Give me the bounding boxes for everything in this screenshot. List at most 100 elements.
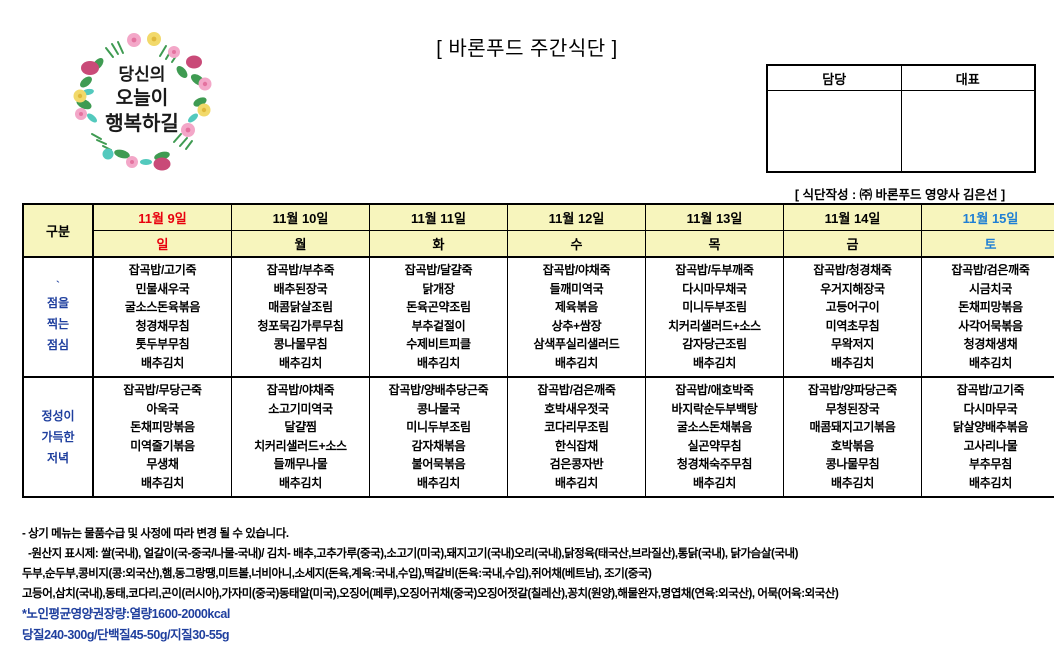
menu-item: 부추겉절이 xyxy=(411,318,466,333)
dinner-label-line-3: 저녁 xyxy=(46,450,70,465)
menu-item: 들깨미역국 xyxy=(549,281,604,296)
menu-item: 배추김치 xyxy=(417,355,460,370)
menu-item: 미역초무침 xyxy=(825,318,880,333)
column-header-dow-6: 금 xyxy=(783,230,922,258)
menu-item: 잡곡밥/부추죽 xyxy=(266,263,335,277)
menu-item: 굴소스돈채볶음 xyxy=(676,420,753,434)
menu-item: 잡곡밥/야채죽 xyxy=(266,383,335,397)
menu-item: 코다리무조림 xyxy=(544,420,609,434)
menu-item: 무생채 xyxy=(146,457,179,471)
menu-item: 민물새우국 xyxy=(135,281,190,296)
note-origin-1: -원산지 표시제: 쌀(국내), 얼갈이(국-중국/나물-국내)/ 김치- 배추… xyxy=(28,548,798,560)
menu-item: 고사리나물 xyxy=(963,438,1018,453)
menu-item: 고등어구이 xyxy=(825,300,880,314)
menu-item: 우거지해장국 xyxy=(820,281,885,296)
menu-item: 잡곡밥/애호박죽 xyxy=(675,383,754,397)
approval-header-representative: 대표 xyxy=(900,65,1035,91)
logo-line-1: 당신의 xyxy=(119,65,166,85)
logo-line-2: 오늘이 xyxy=(116,87,168,109)
lunch-cell-day-3: 잡곡밥/달걀죽 닭개장 돈육곤약조림 부추겉절이 수제비트피클 배추김치 xyxy=(369,256,508,378)
dinner-cell-day-1: 잡곡밥/무당근죽 아욱국 돈채피망볶음 미역줄기볶음 무생채 배추김치 xyxy=(92,376,232,498)
menu-item: 배추김치 xyxy=(141,355,184,370)
menu-item: 아욱국 xyxy=(146,401,179,416)
menu-item: 잡곡밥/양파당근죽 xyxy=(808,383,897,397)
column-header-dow-3: 화 xyxy=(369,230,508,258)
menu-item: 배추김치 xyxy=(555,355,598,370)
logo-line-3: 행복하길 xyxy=(105,111,179,135)
logo-wreath-icon: 당신의 오늘이 행복하길 xyxy=(73,32,212,171)
menu-item: 잡곡밥/청경채죽 xyxy=(813,263,892,277)
menu-item: 다시마무채국 xyxy=(682,281,747,296)
dinner-row: 정성이 가득한 저녁 잡곡밥/무당근죽 아욱국 돈채피망볶음 미역줄기볶음 무생채 배추김치 잡곡… xyxy=(22,376,1054,498)
menu-item: 검은콩자반 xyxy=(549,457,604,471)
menu-item: 달걀찜 xyxy=(284,420,317,434)
approval-box: 담당 대표 xyxy=(766,64,1036,173)
menu-item: 감자당근조림 xyxy=(682,337,747,351)
menu-item: 잡곡밥/양배추당근죽 xyxy=(388,383,489,397)
menu-item: 잡곡밥/달걀죽 xyxy=(404,263,473,277)
menu-item: 사각어묵볶음 xyxy=(958,318,1023,333)
table-header-dates: 구분 11월 9일 11월 10일 11월 11일 11월 12일 11월 13일 11월 … xyxy=(22,203,1054,258)
column-header-date-1: 11월 9일 xyxy=(92,203,232,231)
column-header-date-4: 11월 12일 xyxy=(507,203,646,231)
dinner-cell-day-7: 잡곡밥/고기죽 다시마무국 닭살양배추볶음 고사리나물 부추무침 배추김치 xyxy=(921,376,1054,498)
menu-item: 청경채무침 xyxy=(135,318,190,333)
approval-signature-representative[interactable] xyxy=(900,90,1035,172)
menu-item: 제육볶음 xyxy=(555,300,598,314)
lunch-cell-day-1: 잡곡밥/고기죽 민물새우국 굴소스돈육볶음 청경채무침 톳두부무침 배추김치 xyxy=(92,256,232,378)
menu-item: 배추김치 xyxy=(279,355,322,370)
menu-item: 톳두부무침 xyxy=(135,337,190,351)
menu-item: 삼색푸실리샐러드 xyxy=(533,337,620,351)
menu-item: 호박새우젓국 xyxy=(544,401,609,416)
menu-item: 호박볶음 xyxy=(831,438,874,453)
menu-item: 무왁저지 xyxy=(831,337,874,351)
menu-item: 바지락순두부백탕 xyxy=(671,401,758,416)
menu-item: 소고기미역국 xyxy=(268,401,333,416)
menu-item: 닭개장 xyxy=(422,281,455,296)
menu-item: 잡곡밥/야채죽 xyxy=(542,263,611,277)
dinner-cell-day-6: 잡곡밥/양파당근죽 무청된장국 매콤돼지고기볶음 호박볶음 콩나물무침 배추김치 xyxy=(783,376,922,498)
lunch-cell-day-2: 잡곡밥/부추죽 배추된장국 매콤닭살조림 청포묵김가루무침 콩나물무침 배추김치 xyxy=(231,256,370,378)
column-header-dow-4: 수 xyxy=(507,230,646,258)
note-origin-3: 고등어,삼치(국내),동태,코다리,곤이(러시아),가자미(중국)동태알(미국)… xyxy=(22,588,839,600)
dinner-cell-day-4: 잡곡밥/검은깨죽 호박새우젓국 코다리무조림 한식잡채 검은콩자반 배추김치 xyxy=(507,376,646,498)
menu-item: 배추김치 xyxy=(279,475,322,490)
menu-item: 잡곡밥/고기죽 xyxy=(956,383,1025,397)
note-origin-2: 두부,순두부,콩비지(콩:외국산),햄,동그랑땡,미트볼,너비아니,소세지(돈육… xyxy=(22,568,652,580)
column-header-date-6: 11월 14일 xyxy=(783,203,922,231)
menu-item: 상추+쌈장 xyxy=(551,318,602,333)
document-header: 당신의 오늘이 행복하길 [ 바론푸드 주간식단 ] 담당 대표 [ 식단작성 … xyxy=(0,0,1054,202)
column-header-date-2: 11월 10일 xyxy=(231,203,370,231)
lunch-label: ` 점을 찍는 점심 xyxy=(22,256,94,378)
menu-item: 실곤약무침 xyxy=(687,438,742,453)
menu-item: 배추김치 xyxy=(417,475,460,490)
note-nutrition-2: 당질240-300g/단백질45-50g/지질30-55g xyxy=(22,628,230,642)
approval-header-manager: 담당 xyxy=(767,65,902,91)
dinner-cell-day-3: 잡곡밥/양배추당근죽 콩나물국 미니두부조림 감자채볶음 불어묵볶음 배추김치 xyxy=(369,376,508,498)
menu-item: 배추김치 xyxy=(693,355,736,370)
column-header-date-7: 11월 15일 xyxy=(921,203,1054,231)
menu-item: 배추김치 xyxy=(141,475,184,490)
menu-item: 청경채생채 xyxy=(963,337,1018,351)
lunch-label-line-1: 점을 xyxy=(46,295,70,310)
column-header-dow-1: 일 xyxy=(92,230,232,258)
menu-item: 콩나물무침 xyxy=(825,457,880,471)
menu-item: 배추김치 xyxy=(831,355,874,370)
menu-item: 배추김치 xyxy=(969,475,1012,490)
menu-item: 치커리샐러드+소스 xyxy=(668,318,761,333)
menu-item: 배추김치 xyxy=(969,355,1012,370)
menu-item: 잡곡밥/검은깨죽 xyxy=(537,383,616,397)
column-header-dow-5: 목 xyxy=(645,230,784,258)
dinner-cell-day-5: 잡곡밥/애호박죽 바지락순두부백탕 굴소스돈채볶음 실곤약무침 청경채숙주무침 배추김치 xyxy=(645,376,784,498)
tick-mark: ` xyxy=(56,279,60,292)
dinner-label: 정성이 가득한 저녁 xyxy=(22,376,94,498)
footer-notes: - 상기 메뉴는 물품수급 및 사정에 따라 변경 될 수 있습니다. -원산지… xyxy=(22,524,1042,646)
menu-item: 청경채숙주무침 xyxy=(676,457,753,471)
menu-item: 치커리샐러드+소스 xyxy=(254,438,347,453)
menu-item: 들깨무나물 xyxy=(273,457,328,471)
menu-item: 부추무침 xyxy=(969,457,1012,471)
approval-signature-manager[interactable] xyxy=(767,90,902,172)
